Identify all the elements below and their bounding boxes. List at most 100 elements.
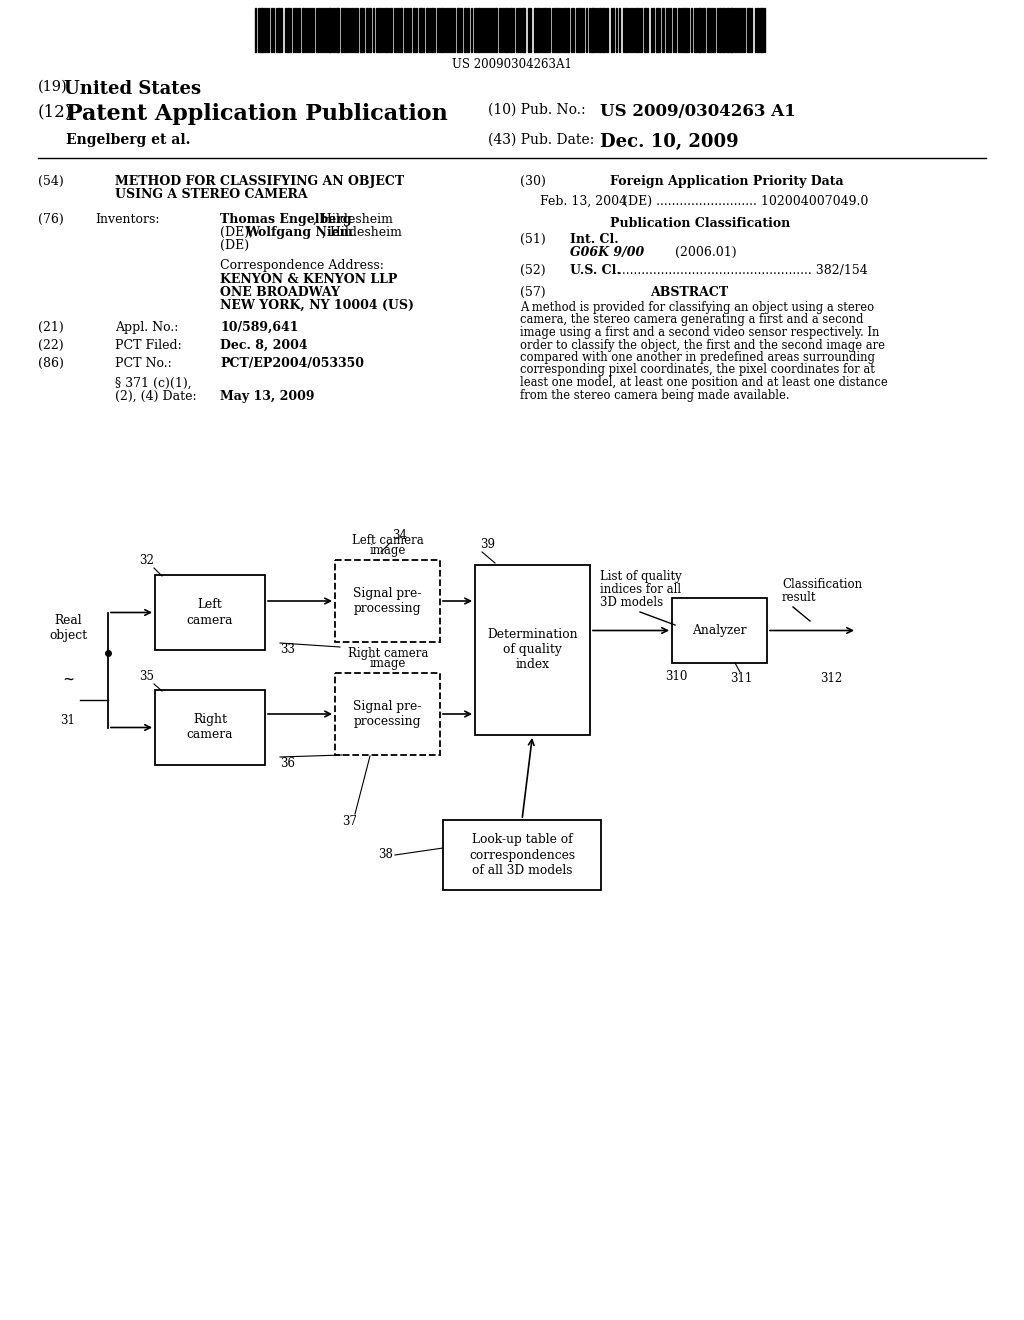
Text: Determination
of quality
index: Determination of quality index	[487, 628, 578, 672]
Bar	[478, 8, 480, 51]
Text: Dec. 8, 2004: Dec. 8, 2004	[220, 339, 307, 352]
Text: compared with one another in predefined areas surrounding: compared with one another in predefined …	[520, 351, 874, 364]
Bar	[413, 8, 415, 51]
Bar	[522, 8, 525, 51]
Bar	[510, 8, 512, 51]
Text: Classification: Classification	[782, 578, 862, 591]
Text: least one model, at least one position and at least one distance: least one model, at least one position a…	[520, 376, 888, 389]
Text: 39: 39	[480, 539, 495, 550]
Text: ABSTRACT: ABSTRACT	[650, 286, 728, 300]
Text: Feb. 13, 2004: Feb. 13, 2004	[540, 195, 627, 209]
Bar	[602, 8, 604, 51]
Bar	[341, 8, 343, 51]
Text: Signal pre-
processing: Signal pre- processing	[353, 587, 422, 615]
Text: PCT/EP2004/053350: PCT/EP2004/053350	[220, 356, 364, 370]
Text: KENYON & KENYON LLP: KENYON & KENYON LLP	[220, 273, 397, 286]
Text: (21): (21)	[38, 321, 63, 334]
Bar	[656, 8, 658, 51]
Text: Right camera: Right camera	[348, 647, 428, 660]
Text: (76): (76)	[38, 213, 63, 226]
Text: Engelberg et al.: Engelberg et al.	[66, 133, 190, 147]
Text: Left camera: Left camera	[352, 535, 424, 546]
Text: ~: ~	[63, 671, 73, 689]
Text: PCT No.:: PCT No.:	[115, 356, 172, 370]
Text: , Hildesheim: , Hildesheim	[322, 226, 401, 239]
Text: 36: 36	[280, 756, 295, 770]
Text: USING A STEREO CAMERA: USING A STEREO CAMERA	[115, 187, 307, 201]
Text: Left
camera: Left camera	[186, 598, 233, 627]
Bar	[644, 8, 646, 51]
Bar	[534, 8, 536, 51]
Bar	[400, 8, 402, 51]
Bar	[360, 8, 362, 51]
Bar	[505, 8, 507, 51]
Text: (22): (22)	[38, 339, 63, 352]
Text: Correspondence Address:: Correspondence Address:	[220, 259, 384, 272]
Bar	[369, 8, 371, 51]
Text: 310: 310	[665, 671, 687, 682]
Text: (30): (30)	[520, 176, 546, 187]
Text: 3D models: 3D models	[600, 597, 664, 609]
Text: 10/589,641: 10/589,641	[220, 321, 299, 334]
Text: (86): (86)	[38, 356, 63, 370]
Text: image using a first and a second video sensor respectively. In: image using a first and a second video s…	[520, 326, 880, 339]
Bar	[567, 8, 569, 51]
Text: (2), (4) Date:: (2), (4) Date:	[115, 389, 197, 403]
Text: 35: 35	[139, 671, 154, 682]
Text: 32: 32	[139, 554, 154, 568]
Text: order to classify the object, the first and the second image are: order to classify the object, the first …	[520, 338, 885, 351]
Text: May 13, 2009: May 13, 2009	[220, 389, 314, 403]
Bar	[328, 8, 331, 51]
Bar	[419, 8, 422, 51]
Bar	[385, 8, 387, 51]
Bar	[557, 8, 559, 51]
Bar	[443, 820, 601, 890]
Bar	[464, 8, 466, 51]
Bar	[722, 8, 724, 51]
Text: 33: 33	[280, 643, 295, 656]
Bar	[707, 8, 709, 51]
Text: Inventors:: Inventors:	[95, 213, 160, 226]
Bar	[727, 8, 729, 51]
Text: .................................................. 382/154: ........................................…	[614, 264, 867, 277]
Text: § 371 (c)(1),: § 371 (c)(1),	[115, 378, 191, 389]
Text: (57): (57)	[520, 286, 546, 300]
Bar	[672, 598, 767, 663]
Text: 31: 31	[60, 714, 76, 726]
Bar	[336, 8, 339, 51]
Text: Dec. 10, 2009: Dec. 10, 2009	[600, 133, 738, 150]
Text: (52): (52)	[520, 264, 546, 277]
Text: , Hildesheim: , Hildesheim	[313, 213, 393, 226]
Text: (12): (12)	[38, 103, 73, 120]
Text: (19): (19)	[38, 81, 68, 94]
Bar	[366, 8, 368, 51]
Text: (DE) .......................... 102004007049.0: (DE) .......................... 10200400…	[623, 195, 868, 209]
Text: 311: 311	[730, 672, 753, 685]
Bar	[302, 8, 304, 51]
Text: US 2009/0304263 A1: US 2009/0304263 A1	[600, 103, 796, 120]
Bar	[335, 560, 440, 642]
Bar	[757, 8, 759, 51]
Text: Publication Classification: Publication Classification	[610, 216, 791, 230]
Text: corresponding pixel coordinates, the pixel coordinates for at: corresponding pixel coordinates, the pix…	[520, 363, 874, 376]
Bar	[698, 8, 701, 51]
Text: Real
object: Real object	[49, 614, 87, 642]
Bar	[591, 8, 594, 51]
Text: image: image	[370, 657, 407, 671]
Text: indices for all: indices for all	[600, 583, 681, 597]
Bar	[719, 8, 721, 51]
Text: Appl. No.:: Appl. No.:	[115, 321, 178, 334]
Bar	[636, 8, 638, 51]
Bar	[625, 8, 627, 51]
Bar	[685, 8, 687, 51]
Bar	[278, 8, 280, 51]
Bar	[335, 673, 440, 755]
Bar	[390, 8, 392, 51]
Text: (DE): (DE)	[220, 239, 249, 252]
Text: 312: 312	[820, 672, 843, 685]
Bar	[475, 565, 590, 735]
Text: (2006.01): (2006.01)	[675, 246, 736, 259]
Text: Foreign Application Priority Data: Foreign Application Priority Data	[610, 176, 844, 187]
Bar	[467, 8, 469, 51]
Bar	[544, 8, 546, 51]
